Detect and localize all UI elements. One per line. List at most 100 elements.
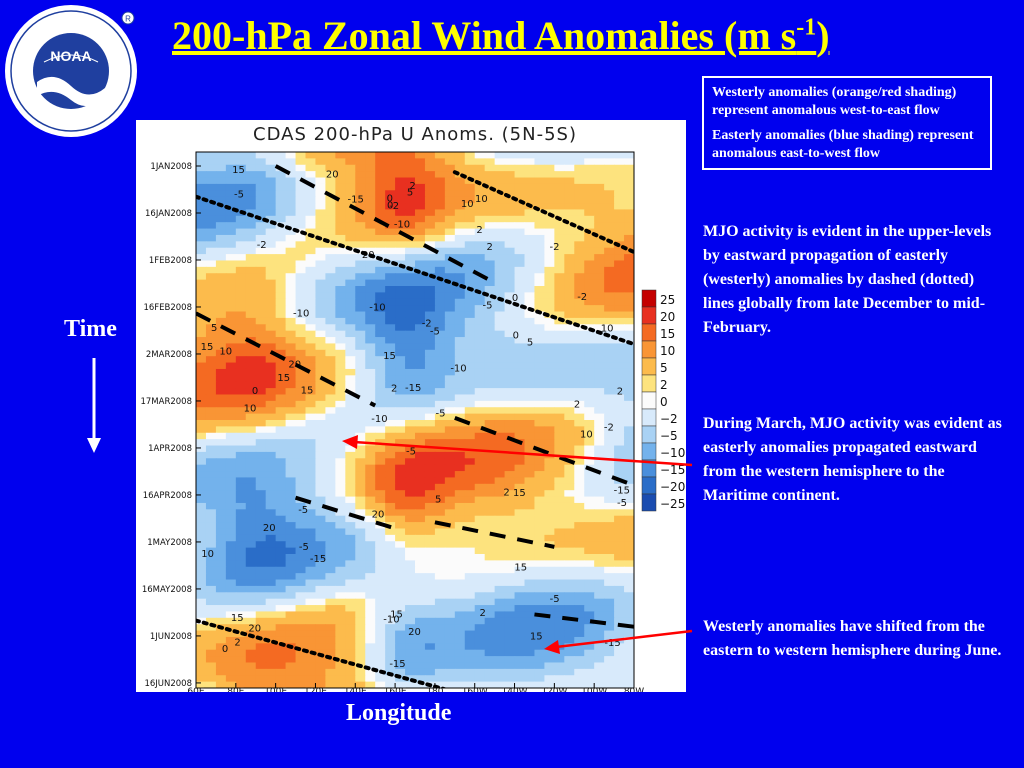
anomaly-cell	[196, 254, 207, 262]
anomaly-cell	[355, 458, 366, 466]
anomaly-cell	[494, 286, 506, 293]
contour-label: -2	[422, 318, 432, 329]
anomaly-cell	[474, 177, 486, 185]
anomaly-cell	[524, 209, 536, 217]
anomaly-cell	[235, 426, 247, 434]
anomaly-cell	[196, 611, 207, 619]
anomaly-cell	[385, 381, 396, 389]
anomaly-cell	[504, 617, 516, 625]
anomaly-cell	[205, 636, 217, 644]
anomaly-cell	[534, 260, 545, 268]
anomaly-cell	[325, 624, 336, 632]
anomaly-cell	[335, 592, 346, 600]
anomaly-cell	[255, 190, 267, 198]
anomaly-cell	[434, 292, 446, 300]
anomaly-cell	[494, 381, 506, 389]
anomaly-cell	[305, 286, 317, 293]
anomaly-cell	[385, 617, 396, 625]
anomaly-cell	[554, 420, 565, 427]
anomaly-cell	[614, 177, 625, 185]
anomaly-cell	[514, 317, 526, 325]
anomaly-cell	[235, 477, 247, 485]
anomaly-cell	[584, 381, 595, 389]
anomaly-cell	[624, 439, 634, 447]
anomaly-cell	[554, 228, 565, 236]
anomaly-cell	[614, 432, 625, 440]
anomaly-cell	[225, 502, 237, 510]
anomaly-cell	[424, 324, 436, 332]
anomaly-cell	[285, 254, 297, 262]
anomaly-cell	[444, 528, 456, 536]
anomaly-cell	[385, 247, 396, 255]
anomaly-cell	[375, 292, 386, 300]
anomaly-cell	[335, 573, 346, 581]
anomaly-cell	[285, 164, 297, 172]
anomaly-cell	[325, 656, 336, 664]
anomaly-cell	[345, 522, 356, 530]
anomaly-cell	[355, 509, 366, 517]
anomaly-shading: -51515-1010-5-50015-52-5522-102-22010-15…	[196, 152, 634, 688]
anomaly-cell	[265, 356, 277, 364]
anomaly-cell	[614, 579, 625, 587]
anomaly-cell	[584, 662, 595, 670]
anomaly-cell	[484, 445, 496, 453]
anomaly-cell	[494, 649, 506, 657]
anomaly-cell	[235, 330, 247, 338]
anomaly-cell	[205, 502, 217, 510]
anomaly-cell	[215, 656, 227, 664]
anomaly-cell	[385, 260, 396, 268]
anomaly-cell	[365, 426, 376, 434]
anomaly-cell	[345, 330, 356, 338]
anomaly-cell	[544, 356, 555, 364]
anomaly-cell	[524, 458, 536, 466]
anomaly-cell	[265, 381, 277, 389]
anomaly-cell	[196, 209, 207, 217]
anomaly-cell	[434, 445, 446, 453]
anomaly-cell	[584, 681, 595, 688]
anomaly-cell	[335, 496, 346, 504]
anomaly-cell	[325, 368, 336, 376]
anomaly-cell	[305, 356, 317, 364]
anomaly-cell	[255, 203, 267, 211]
anomaly-cell	[544, 368, 555, 376]
anomaly-cell	[415, 234, 426, 242]
anomaly-cell	[554, 579, 565, 587]
anomaly-cell	[305, 534, 317, 542]
anomaly-cell	[405, 598, 416, 606]
anomaly-cell	[285, 668, 297, 676]
anomaly-cell	[415, 209, 426, 217]
anomaly-cell	[564, 266, 575, 274]
anomaly-cell	[255, 273, 267, 281]
anomaly-cell	[584, 579, 595, 587]
anomaly-cell	[415, 662, 426, 670]
anomaly-cell	[265, 522, 277, 530]
anomaly-cell	[295, 471, 307, 479]
anomaly-cell	[315, 305, 326, 313]
anomaly-cell	[255, 496, 267, 504]
contour-label: -10	[383, 615, 399, 626]
anomaly-cell	[225, 458, 237, 466]
anomaly-cell	[365, 375, 376, 383]
anomaly-cell	[345, 190, 356, 198]
anomaly-cell	[604, 324, 615, 332]
anomaly-cell	[594, 560, 605, 568]
anomaly-cell	[375, 286, 386, 293]
anomaly-cell	[265, 420, 277, 427]
anomaly-cell	[265, 624, 277, 632]
anomaly-cell	[464, 222, 476, 230]
anomaly-cell	[424, 317, 436, 325]
anomaly-cell	[484, 585, 496, 593]
anomaly-cell	[265, 183, 277, 191]
anomaly-cell	[305, 464, 317, 472]
anomaly-cell	[365, 413, 376, 421]
anomaly-cell	[454, 388, 466, 396]
anomaly-cell	[524, 254, 536, 262]
anomaly-cell	[215, 490, 227, 498]
anomaly-cell	[235, 260, 247, 268]
anomaly-cell	[325, 477, 336, 485]
dotted-westerly-line	[452, 170, 634, 254]
anomaly-cell	[584, 337, 595, 345]
anomaly-cell	[464, 585, 476, 593]
anomaly-cell	[564, 158, 575, 166]
anomaly-cell	[484, 528, 496, 536]
